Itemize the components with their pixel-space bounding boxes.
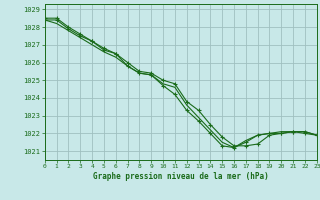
- X-axis label: Graphe pression niveau de la mer (hPa): Graphe pression niveau de la mer (hPa): [93, 172, 269, 181]
